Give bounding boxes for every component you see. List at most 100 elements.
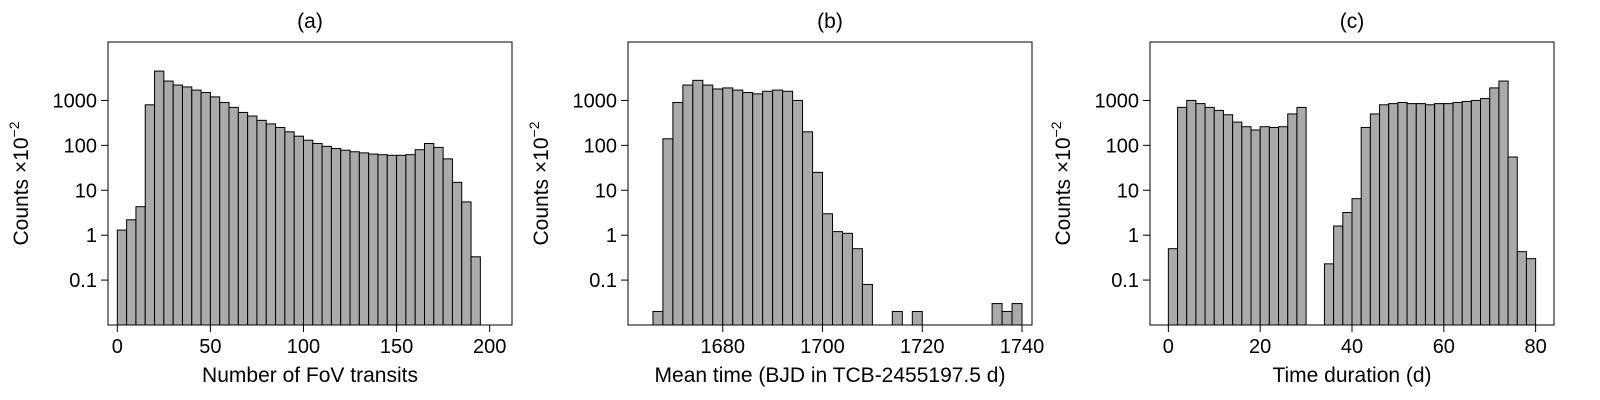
- bar: [330, 148, 342, 326]
- bar: [1268, 126, 1280, 326]
- panel-b: 1680 1700 1720 1740 0.1 1 10 100 1000 (b) Mean tim…: [526, 10, 1044, 387]
- y-tick-label: 100: [1106, 135, 1139, 157]
- bar: [247, 115, 258, 326]
- bar: [752, 93, 764, 326]
- bar: [1195, 103, 1206, 326]
- bar: [772, 89, 784, 326]
- bar: [1498, 80, 1509, 326]
- bar: [812, 171, 824, 326]
- x-tick-label: 150: [380, 336, 413, 358]
- bar: [762, 90, 774, 326]
- x-tick-label: 200: [473, 336, 506, 358]
- x-tick-label: 1700: [800, 336, 845, 358]
- bar: [1379, 104, 1390, 326]
- bar: [451, 181, 463, 326]
- bar: [396, 154, 407, 326]
- y-tick-label: 1000: [573, 90, 618, 112]
- bars: [116, 70, 481, 326]
- bar: [702, 84, 714, 326]
- x-tick-label: 100: [287, 336, 320, 358]
- y-axis-label: Counts ×10−2: [1048, 121, 1075, 245]
- bar: [377, 154, 388, 326]
- bar: [652, 310, 664, 326]
- bar: [293, 135, 304, 326]
- bar: [386, 154, 398, 326]
- bar: [841, 232, 853, 326]
- bar: [461, 201, 472, 326]
- y-axis-label-exponent: −2: [1048, 121, 1064, 137]
- bar: [284, 131, 295, 326]
- panel-c: 0 20 40 60 80 0.1 1 10 100 1000 (c) Time duration (…: [1048, 10, 1555, 387]
- x-tick-label: 1740: [1000, 336, 1045, 358]
- x-tick-label: 60: [1433, 336, 1455, 358]
- bar: [911, 310, 923, 326]
- y-tick-label: 1000: [1095, 90, 1140, 112]
- bar: [433, 146, 444, 326]
- bar: [424, 142, 435, 326]
- bar: [181, 86, 193, 326]
- x-axis-label: Number of FoV transits: [202, 364, 418, 387]
- bar: [172, 84, 183, 326]
- bar: [1470, 99, 1482, 326]
- y-axis-label-text: Counts ×10: [530, 137, 553, 245]
- bar: [340, 149, 351, 326]
- bar: [126, 219, 137, 326]
- bar: [1232, 121, 1243, 326]
- bar: [321, 145, 332, 326]
- y-axis-label-exponent: −2: [526, 121, 542, 137]
- bar: [1507, 156, 1518, 326]
- bar: [405, 154, 416, 326]
- y-tick-label: 10: [75, 180, 97, 202]
- y-tick-label: 1: [1128, 225, 1139, 247]
- x-tick-label: 40: [1341, 336, 1363, 358]
- x-tick-label: 20: [1249, 336, 1271, 358]
- y-tick-label: 10: [595, 180, 617, 202]
- bar: [782, 90, 794, 326]
- y-tick-label: 0.1: [589, 270, 617, 292]
- bar: [349, 151, 360, 326]
- bar: [135, 206, 146, 326]
- bar: [368, 153, 379, 326]
- bar: [470, 256, 481, 326]
- bar: [672, 101, 684, 326]
- chart-title: (c): [1340, 10, 1365, 33]
- bar: [228, 106, 239, 326]
- bar: [1360, 126, 1371, 326]
- x-tick-label: 0: [1163, 336, 1174, 358]
- bar: [1525, 258, 1537, 326]
- bar: [891, 310, 903, 326]
- bar: [722, 87, 734, 326]
- bar: [1516, 251, 1527, 326]
- bar: [1397, 101, 1408, 326]
- bar: [1204, 106, 1215, 326]
- y-tick-label: 0.1: [1111, 270, 1139, 292]
- bar: [154, 70, 165, 326]
- bar: [1287, 113, 1298, 326]
- bar: [712, 88, 724, 326]
- y-axis-label-exponent: −2: [6, 121, 22, 137]
- bar: [1177, 106, 1188, 326]
- bar: [692, 79, 704, 326]
- bar: [1001, 310, 1013, 326]
- bar: [237, 111, 249, 326]
- bar: [256, 119, 267, 326]
- bar: [209, 96, 221, 326]
- plot-frame: [627, 41, 1033, 326]
- x-tick-label: 80: [1525, 336, 1547, 358]
- bar: [414, 149, 426, 326]
- bar: [265, 123, 277, 326]
- bar: [991, 303, 1003, 326]
- x-tick-label: 1680: [701, 336, 746, 358]
- x-tick-label: 50: [199, 336, 221, 358]
- bar: [742, 92, 754, 326]
- bar: [275, 126, 286, 326]
- y-axis-label-text: Counts ×10: [10, 137, 33, 245]
- bar: [732, 89, 744, 326]
- bar: [116, 229, 128, 326]
- y-tick-label: 100: [584, 135, 617, 157]
- plot-frame: [107, 41, 513, 326]
- y-tick-label: 10: [1117, 180, 1139, 202]
- bar: [163, 80, 174, 326]
